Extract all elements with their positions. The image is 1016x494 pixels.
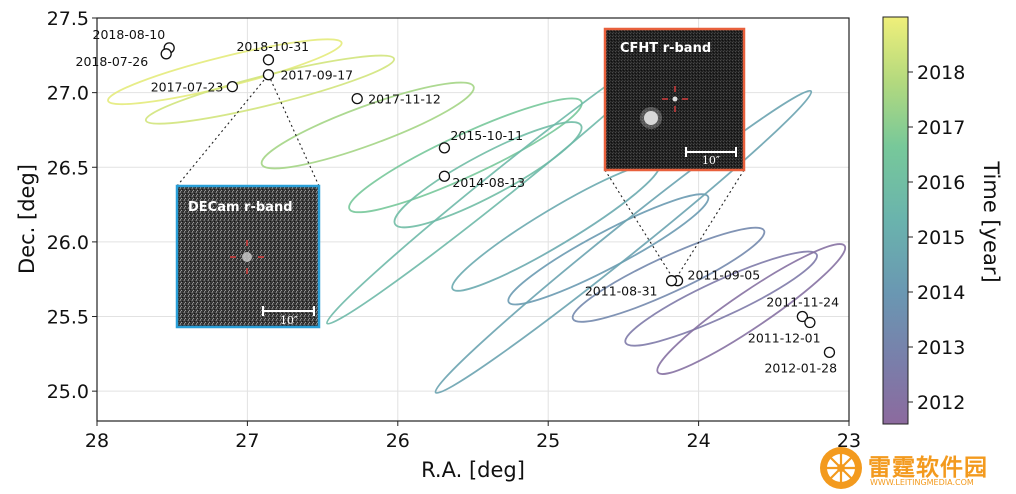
cfht-crosshair <box>662 86 688 112</box>
data-point <box>262 69 275 81</box>
y-tick-label: 26.0 <box>47 232 89 254</box>
colorbar-label: Time [year] <box>979 160 1003 282</box>
data-point <box>796 310 809 323</box>
decam-scale-bar <box>262 306 315 316</box>
point-labels: 2018-08-10 2018-07-26 2018-10-31 2017-09-17… <box>76 27 840 375</box>
colorbar-ticks: 2018 2017 2016 2015 2014 2013 2012 <box>908 62 965 414</box>
colorbar: 2018 2017 2016 2015 2014 2013 2012 Time [year] <box>882 16 1003 425</box>
point-label: 2012-01-28 <box>764 360 837 375</box>
point-label: 2017-07-23 <box>151 80 224 95</box>
inset-connectors <box>176 74 745 281</box>
decam-inset-image <box>175 184 321 329</box>
point-label: 2014-08-13 <box>452 175 525 190</box>
data-point <box>823 346 836 358</box>
decam-inset-title: DECam r-band <box>188 200 293 215</box>
point-label: 2011-08-31 <box>585 284 658 299</box>
cfht-inset: CFHT r-band 10″ <box>603 27 746 172</box>
decam-crosshair <box>230 240 264 274</box>
error-ellipse <box>571 226 766 323</box>
watermark: 雷霆软件园 WWW.LEITINGMEDIA.COM <box>818 444 1014 492</box>
colorbar-tick-label: 2014 <box>917 282 965 304</box>
inset-connector-line <box>267 74 320 187</box>
point-label: 2011-09-05 <box>688 268 761 283</box>
data-point <box>262 54 275 66</box>
point-label: 2018-10-31 <box>236 39 309 54</box>
x-axis-label: R.A. [deg] <box>421 458 525 482</box>
y-tick-label: 26.5 <box>47 157 89 179</box>
colorbar-tick-label: 2013 <box>917 337 965 359</box>
plot-frame <box>96 17 850 422</box>
x-tick-label: 24 <box>687 430 711 452</box>
point-label: 2018-07-26 <box>76 54 149 69</box>
cfht-inset-title: CFHT r-band <box>620 41 711 56</box>
x-tick-label: 27 <box>235 430 259 452</box>
colorbar-gradient <box>882 16 909 425</box>
y-tick-label: 27.0 <box>47 83 89 105</box>
inset-connector-line <box>604 169 676 281</box>
y-axis-ticks: 27.5 27.0 26.5 26.0 25.5 25.0 <box>47 8 97 403</box>
error-ellipse <box>656 243 847 375</box>
data-points <box>160 42 836 358</box>
point-label: 2017-11-12 <box>368 92 441 107</box>
error-ellipse <box>348 97 583 214</box>
data-point <box>160 48 172 60</box>
y-axis-label: Dec. [deg] <box>15 164 39 274</box>
x-tick-label: 28 <box>85 430 109 452</box>
cfht-galaxy <box>644 111 658 125</box>
data-point <box>665 275 678 287</box>
inset-connector-line <box>176 74 269 187</box>
watermark-url: WWW.LEITINGMEDIA.COM <box>870 478 974 487</box>
error-ellipse <box>624 250 818 347</box>
decam-inset: DECam r-band 10″ <box>175 184 321 329</box>
x-tick-label: 23 <box>837 430 861 452</box>
error-ellipses <box>107 38 847 394</box>
point-label: 2017-09-17 <box>280 68 353 83</box>
watermark-name: 雷霆软件园 <box>868 455 988 481</box>
colorbar-tick-label: 2017 <box>917 117 965 139</box>
inset-connector-line <box>674 169 745 281</box>
colorbar-tick-label: 2018 <box>917 62 965 84</box>
error-ellipse <box>434 89 813 394</box>
data-point <box>804 316 816 329</box>
decam-scale-label: 10″ <box>280 314 298 327</box>
data-point <box>438 142 451 154</box>
y-tick-label: 25.5 <box>47 307 89 329</box>
cfht-scale-label: 10″ <box>702 154 720 167</box>
error-ellipse <box>393 121 583 229</box>
orange-logo-icon <box>820 447 862 489</box>
y-tick-label: 25.0 <box>47 381 89 403</box>
colorbar-tick-label: 2012 <box>917 392 965 414</box>
y-tick-label: 27.5 <box>47 8 89 30</box>
data-point <box>226 81 239 93</box>
data-point <box>438 170 451 182</box>
point-label: 2015-10-11 <box>450 128 523 143</box>
point-label: 2011-11-24 <box>766 295 839 310</box>
cfht-scale-bar <box>685 147 737 157</box>
decam-source <box>242 252 252 262</box>
colorbar-tick-label: 2016 <box>917 172 965 194</box>
colorbar-tick-label: 2015 <box>917 227 965 249</box>
point-label: 2011-12-01 <box>748 330 821 345</box>
cfht-galaxy-halo <box>640 107 662 129</box>
x-tick-label: 25 <box>536 430 560 452</box>
data-point <box>351 92 363 105</box>
error-ellipse <box>260 81 475 170</box>
x-axis-ticks: 28 27 26 25 24 23 <box>85 421 861 452</box>
x-tick-label: 26 <box>386 430 410 452</box>
point-label: 2018-08-10 <box>93 27 166 42</box>
cfht-source <box>672 96 678 102</box>
